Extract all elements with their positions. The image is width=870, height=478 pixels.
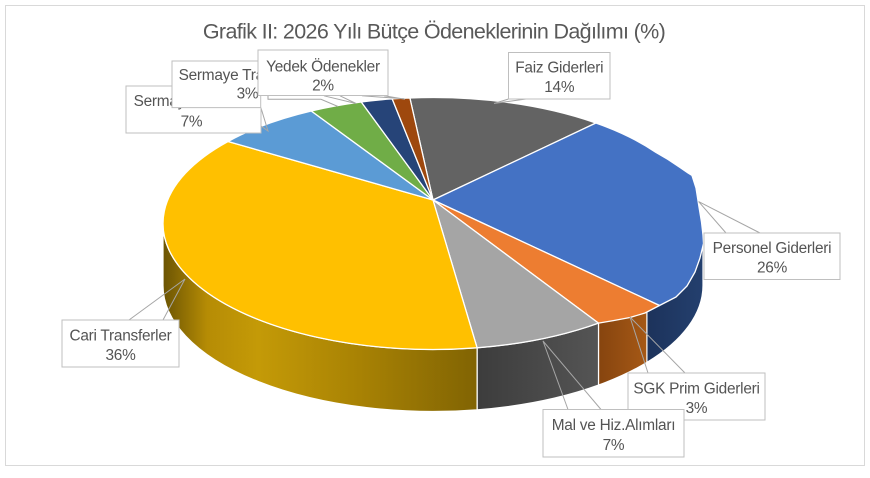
svg-text:7%: 7% bbox=[181, 114, 203, 131]
svg-text:Mal ve Hiz.Alımları: Mal ve Hiz.Alımları bbox=[552, 417, 676, 434]
svg-text:14%: 14% bbox=[544, 79, 575, 96]
svg-text:Yedek Ödenekler: Yedek Ödenekler bbox=[266, 58, 380, 76]
svg-text:Grafik II: 2026 Yılı Bütçe Öde: Grafik II: 2026 Yılı Bütçe Ödeneklerinin… bbox=[203, 20, 665, 44]
svg-text:Faiz Giderleri: Faiz Giderleri bbox=[515, 60, 603, 77]
svg-text:Cari Transferler: Cari Transferler bbox=[69, 327, 171, 344]
svg-text:Personel Giderleri: Personel Giderleri bbox=[713, 240, 832, 257]
svg-text:3%: 3% bbox=[686, 400, 708, 417]
svg-text:26%: 26% bbox=[757, 259, 788, 276]
svg-text:36%: 36% bbox=[105, 347, 136, 364]
svg-text:7%: 7% bbox=[603, 437, 625, 454]
svg-text:2%: 2% bbox=[312, 78, 334, 95]
svg-text:SGK Prim Giderleri: SGK Prim Giderleri bbox=[633, 380, 759, 397]
svg-text:3%: 3% bbox=[237, 86, 259, 103]
